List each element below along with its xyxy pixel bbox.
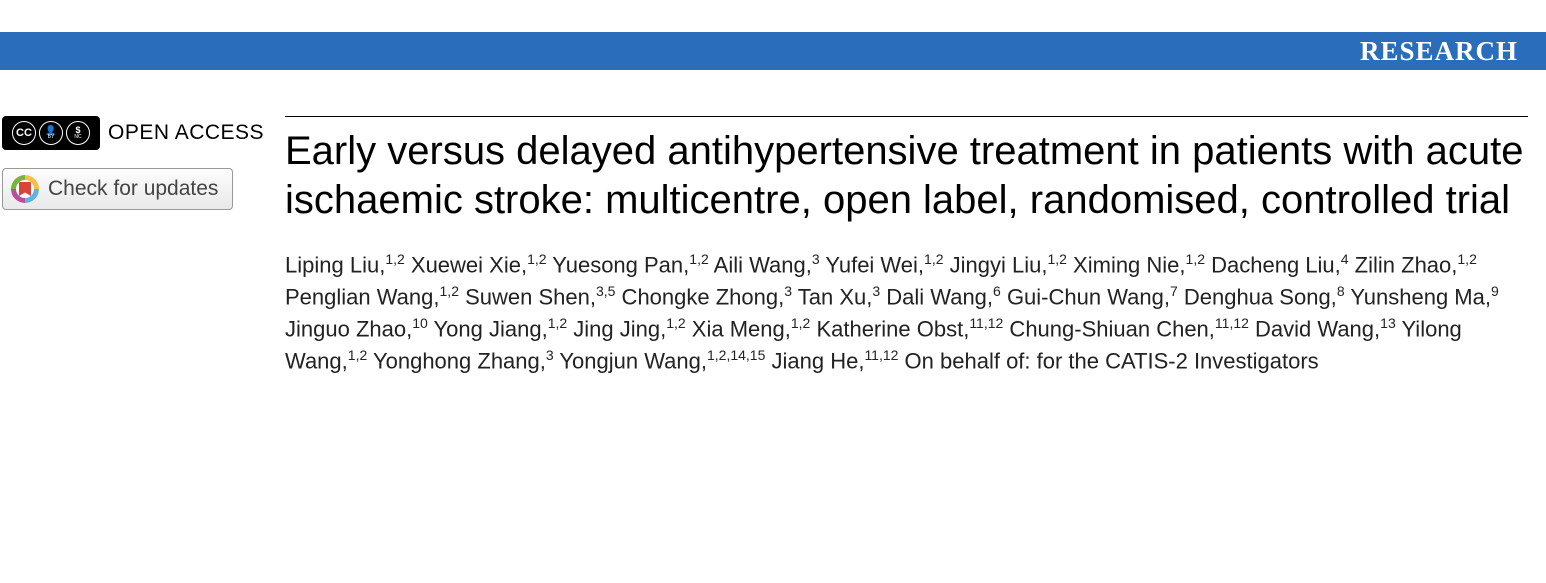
sidebar: CC 👤BY $NC OPEN ACCESS Check for updates bbox=[0, 116, 285, 377]
section-banner: RESEARCH bbox=[0, 32, 1546, 70]
open-access-row: CC 👤BY $NC OPEN ACCESS bbox=[2, 116, 285, 150]
cc-icon: CC bbox=[12, 121, 36, 145]
nc-icon: $NC bbox=[66, 121, 90, 145]
check-updates-button[interactable]: Check for updates bbox=[2, 168, 233, 210]
content-wrap: CC 👤BY $NC OPEN ACCESS Check for updates… bbox=[0, 116, 1546, 377]
check-updates-label: Check for updates bbox=[48, 177, 218, 201]
cc-license-icon: CC 👤BY $NC bbox=[2, 116, 100, 150]
by-icon: 👤BY bbox=[39, 121, 63, 145]
crossmark-icon bbox=[11, 175, 39, 203]
open-access-label: OPEN ACCESS bbox=[108, 121, 264, 145]
author-list: Liping Liu,1,2 Xuewei Xie,1,2 Yuesong Pa… bbox=[285, 249, 1528, 378]
article-title: Early versus delayed antihypertensive tr… bbox=[285, 127, 1528, 225]
main-column: Early versus delayed antihypertensive tr… bbox=[285, 116, 1528, 377]
section-banner-label: RESEARCH bbox=[1360, 36, 1518, 67]
